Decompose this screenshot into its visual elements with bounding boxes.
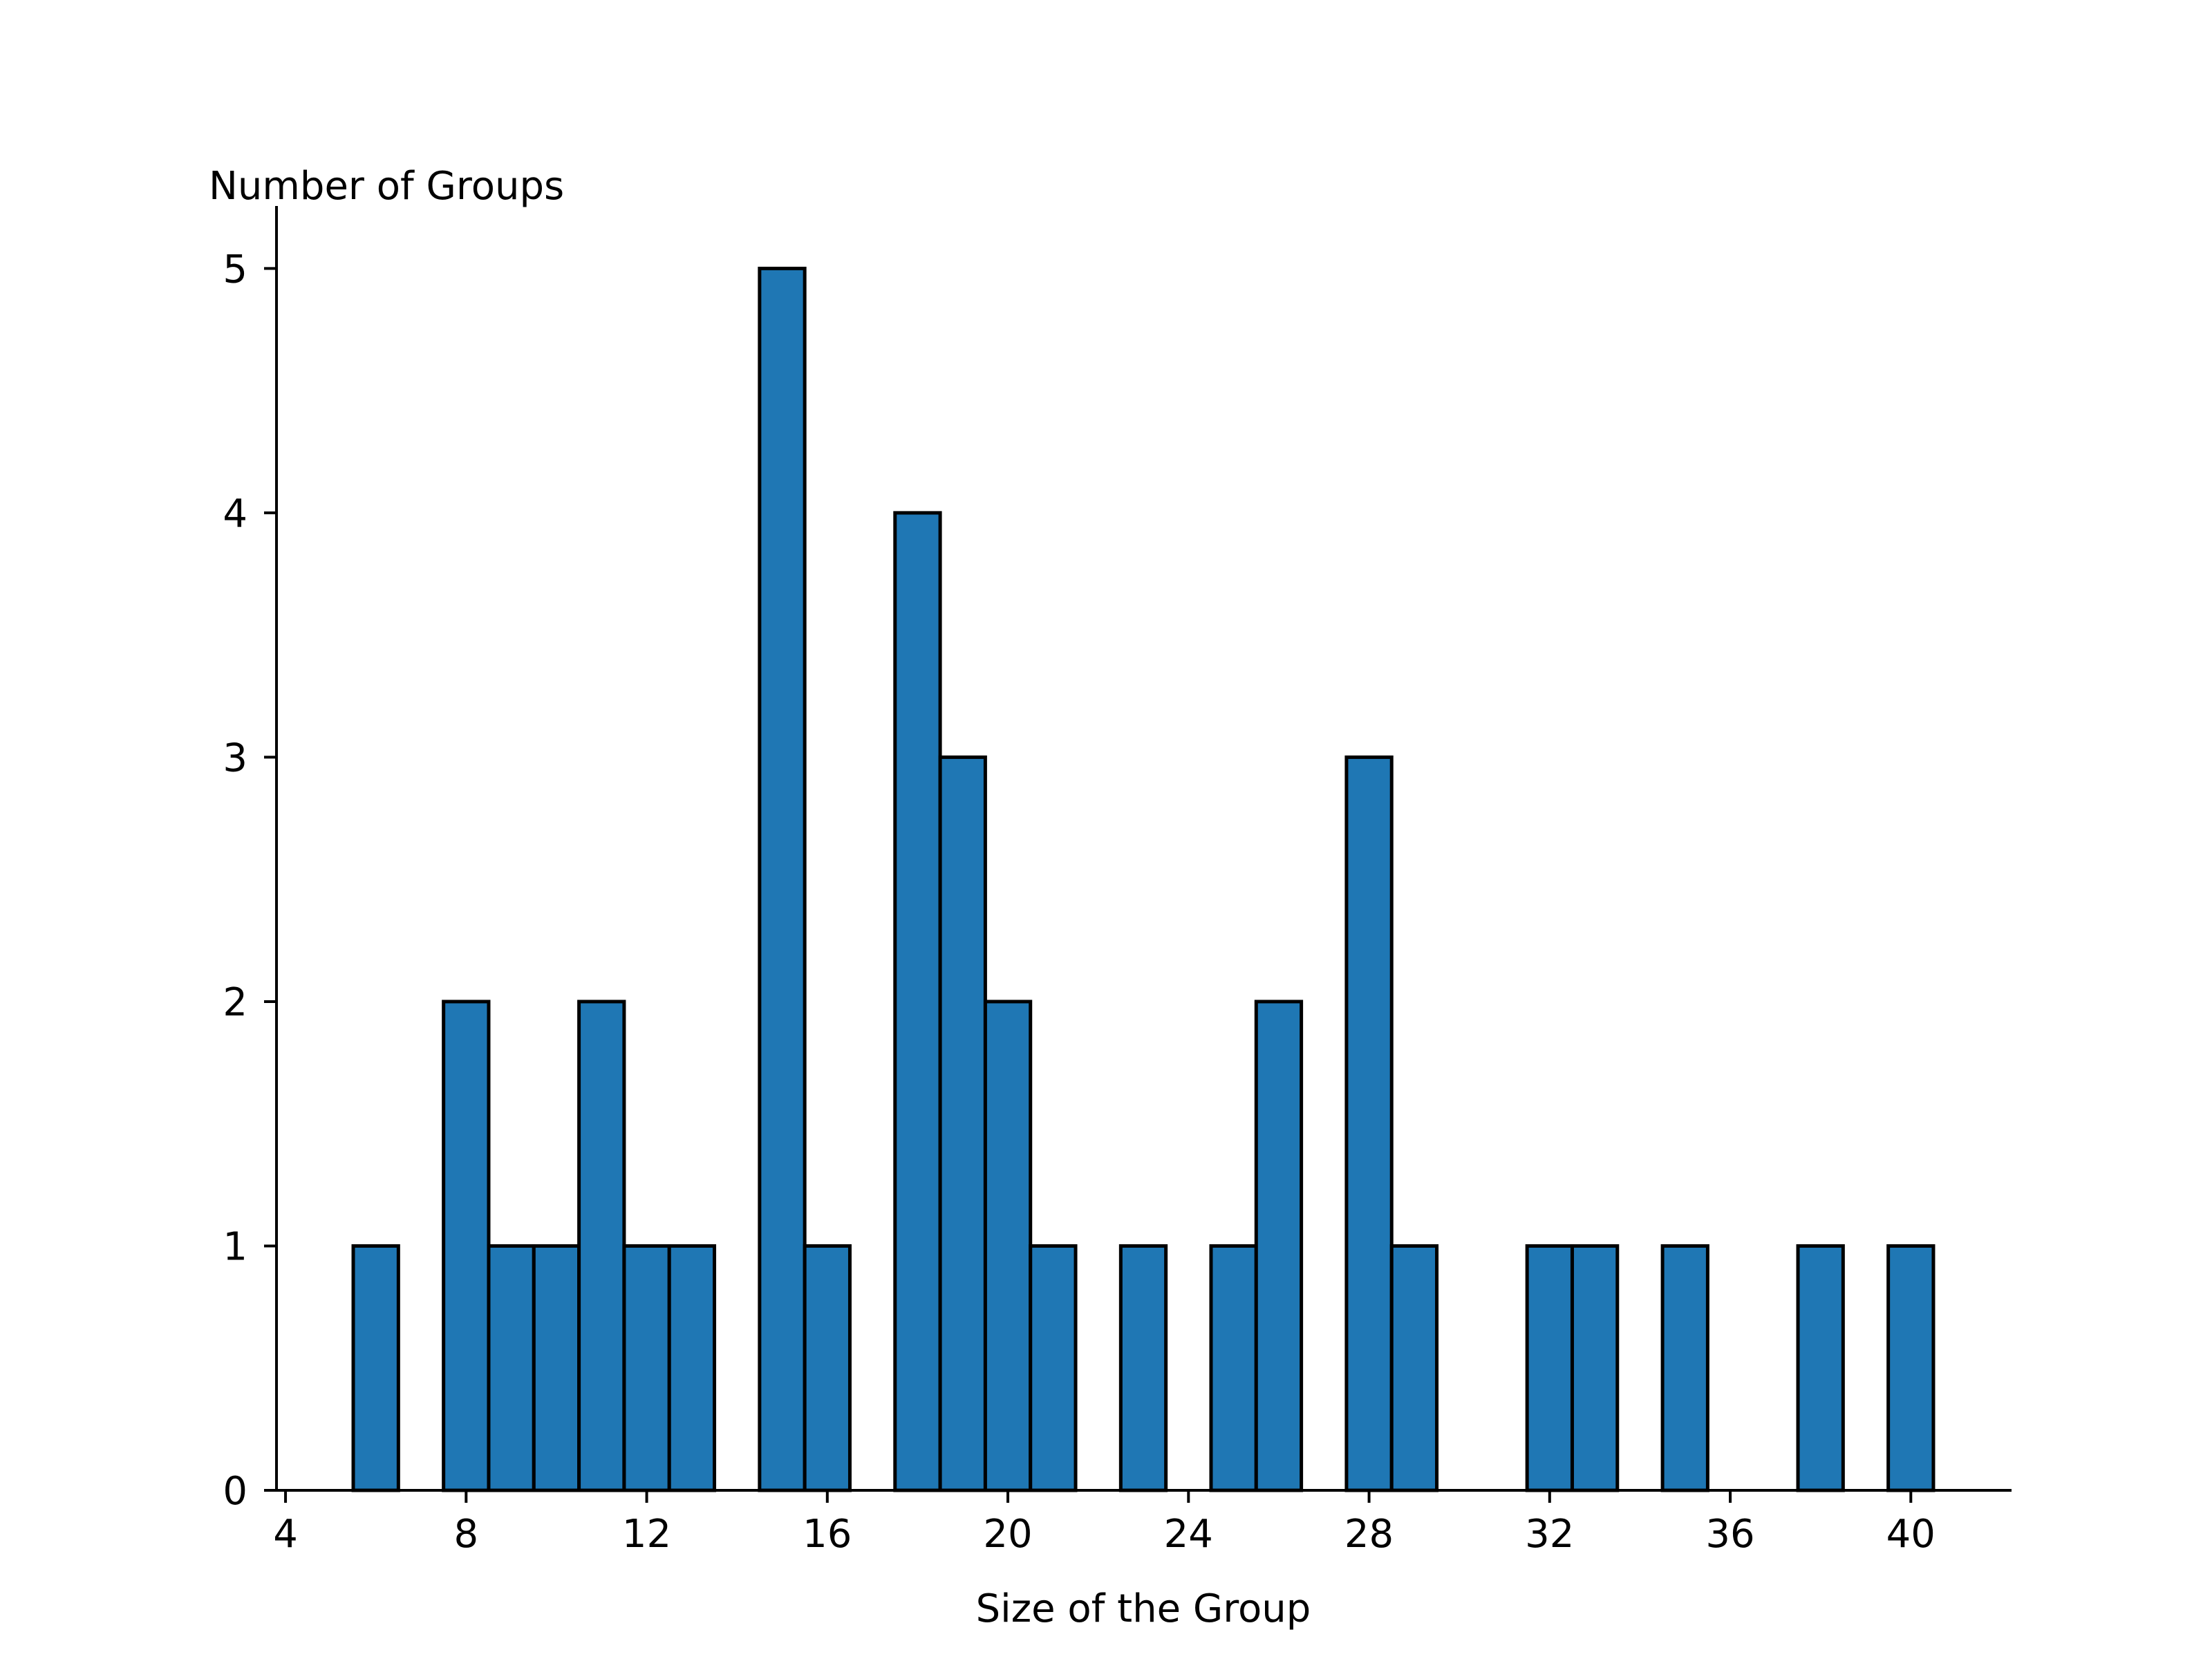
x-tick-label-12: 12 — [622, 1512, 671, 1557]
bar-29 — [1389, 1244, 1439, 1492]
bar-9 — [487, 1244, 536, 1492]
y-tick-label-2: 2 — [223, 980, 247, 1025]
bar-32 — [1525, 1244, 1574, 1492]
bar-16 — [803, 1244, 852, 1492]
x-tick-label-8: 8 — [453, 1512, 478, 1557]
x-tick-label-28: 28 — [1344, 1512, 1394, 1557]
y-tick-label-1: 1 — [223, 1224, 247, 1269]
bar-8 — [442, 1000, 491, 1492]
x-tick-label-40: 40 — [1886, 1512, 1936, 1557]
bar-28 — [1344, 755, 1394, 1492]
y-tick-label-3: 3 — [223, 735, 247, 780]
bar-13 — [667, 1244, 717, 1492]
y-tick-label-5: 5 — [223, 247, 247, 292]
bar-26 — [1254, 1000, 1304, 1492]
bar-40 — [1886, 1244, 1936, 1492]
bar-20 — [983, 1000, 1033, 1492]
x-tick-label-36: 36 — [1705, 1512, 1754, 1557]
x-tick-label-32: 32 — [1525, 1512, 1574, 1557]
bar-10 — [532, 1244, 581, 1492]
bar-18 — [893, 511, 942, 1492]
y-axis-label: Number of Groups — [209, 164, 564, 209]
x-tick-label-24: 24 — [1164, 1512, 1213, 1557]
bar-21 — [1029, 1244, 1078, 1492]
x-tick-label-16: 16 — [803, 1512, 852, 1557]
bar-35 — [1660, 1244, 1709, 1492]
bar-11 — [577, 1000, 626, 1492]
x-tick-label-4: 4 — [273, 1512, 298, 1557]
x-tick-label-20: 20 — [983, 1512, 1032, 1557]
bar-25 — [1209, 1244, 1258, 1492]
x-axis-label: Size of the Group — [976, 1586, 1311, 1631]
bar-12 — [622, 1244, 671, 1492]
bar-6 — [351, 1244, 400, 1492]
bar-23 — [1118, 1244, 1168, 1492]
bar-33 — [1570, 1244, 1620, 1492]
axes-group — [275, 206, 2012, 1492]
y-tick-label-0: 0 — [223, 1469, 247, 1514]
bars-group — [351, 266, 1936, 1492]
y-tick-label-4: 4 — [223, 491, 247, 536]
bar-38 — [1796, 1244, 1845, 1492]
bar-19 — [938, 755, 987, 1492]
bar-15 — [758, 266, 807, 1492]
